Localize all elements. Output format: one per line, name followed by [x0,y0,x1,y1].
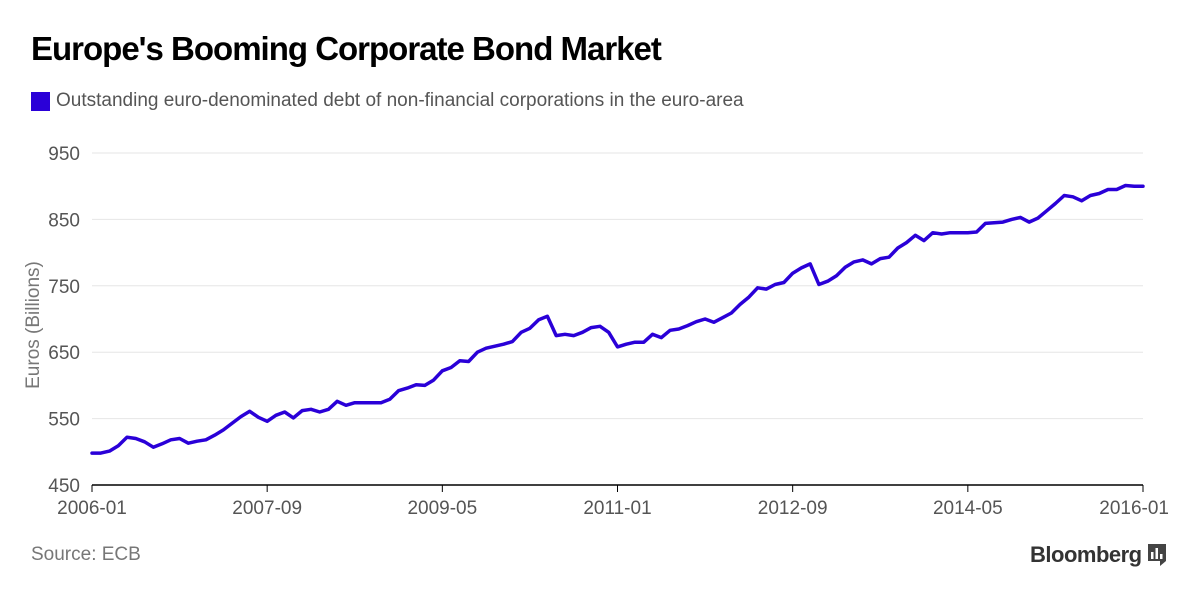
legend-swatch [31,91,50,111]
series-line [90,183,1145,455]
y-tick-label: 950 [48,144,80,165]
x-tick-label: 2011-01 [583,498,651,519]
gridlines [92,152,1143,420]
series-layer [90,183,1145,455]
x-tick-label: 2016-01 [1099,498,1169,519]
y-tick-labels: 950 850 750 650 550 450 [48,144,80,497]
legend: Outstanding euro-denominated debt of non… [31,90,744,112]
y-tick-label: 850 [48,210,80,231]
source-note: Source: ECB [31,544,141,565]
x-tick-label: 2007-09 [232,498,302,519]
legend-label: Outstanding euro-denominated debt of non… [56,90,744,111]
y-tick-label: 550 [48,410,80,431]
brand-logo: Bloomberg [1030,542,1166,568]
y-tick-label: 650 [48,343,80,364]
brand-wordmark: Bloomberg [1030,542,1142,567]
x-tick-label: 2014-05 [933,498,1003,519]
x-tick-label: 2009-05 [407,498,477,519]
y-axis-title: Euros (Billions) [23,261,44,389]
x-tick-label: 2012-09 [758,498,828,519]
chart-title: Europe's Booming Corporate Bond Market [31,30,662,67]
x-tick-labels: 2006-01 2007-09 2009-05 2011-01 2012-09 2014-… [57,485,1169,519]
y-tick-label: 750 [48,277,80,298]
y-tick-label: 450 [48,476,80,497]
x-tick-label: 2006-01 [57,498,127,519]
bloomberg-chart-icon [1147,544,1166,566]
